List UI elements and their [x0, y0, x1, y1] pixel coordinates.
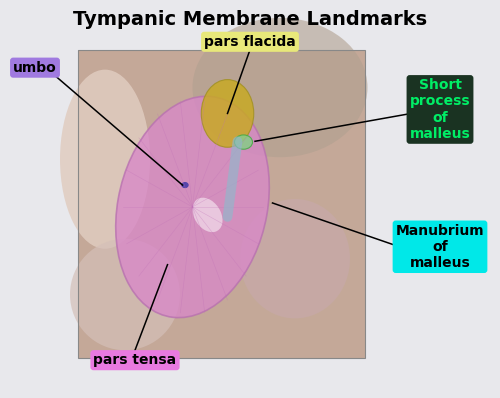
Text: Short
process
of
malleus: Short process of malleus [410, 78, 470, 141]
Ellipse shape [240, 199, 350, 318]
Circle shape [234, 135, 252, 149]
Ellipse shape [201, 80, 254, 147]
Ellipse shape [116, 96, 270, 318]
Ellipse shape [60, 70, 150, 249]
Text: Manubrium
of
malleus: Manubrium of malleus [396, 224, 484, 270]
Circle shape [182, 183, 188, 187]
Ellipse shape [192, 18, 368, 157]
Text: pars flacida: pars flacida [204, 35, 296, 49]
Text: Tympanic Membrane Landmarks: Tympanic Membrane Landmarks [73, 10, 427, 29]
Text: pars tensa: pars tensa [94, 353, 176, 367]
FancyBboxPatch shape [78, 50, 365, 358]
Ellipse shape [192, 198, 222, 232]
Ellipse shape [70, 239, 180, 350]
Text: umbo: umbo [13, 60, 57, 75]
